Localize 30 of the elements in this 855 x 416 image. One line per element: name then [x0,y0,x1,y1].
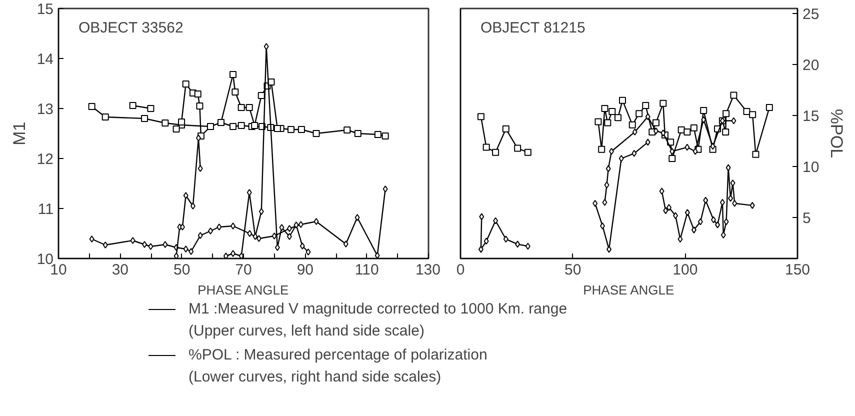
y2-axis-title: %POL [827,108,846,158]
x-tick-label: 100 [672,262,698,278]
text: OBJECT 81215 [480,20,586,36]
y-tick-label: 15 [36,1,54,18]
y-tick-label: 13 [36,101,54,118]
x-axis-title: PHASE ANGLE [198,282,289,298]
y2-tick-label: 5 [802,210,811,228]
text: (Lower curves, right hand side scales) [188,368,442,386]
text: %POL : Measured percentage of polarization [188,346,488,364]
y2-tick-label: 25 [802,6,820,24]
x-tick-label: 30 [112,262,129,278]
y2-tick-label: 10 [802,159,820,176]
x-axis-title: PHASE ANGLE [583,282,674,298]
x-tick-label: 90 [296,262,314,278]
y-tick-label: 12 [36,151,54,168]
y2-tick-label: 15 [802,108,820,126]
x-tick-label: 0 [456,262,465,278]
text: (Upper curves, left hand side scale) [188,322,424,340]
x-tick-label: 150 [784,262,810,278]
text: OBJECT 33562 [78,20,184,36]
x-tick-label: 130 [415,262,441,278]
x-tick-label: 50 [564,262,582,278]
y-tick-label: 11 [38,201,54,218]
y-axis-title: M1 [10,122,29,146]
x-tick-label: 70 [235,262,252,278]
x-tick-label: 110 [354,262,379,278]
x-tick-label: 50 [173,262,190,278]
y-tick-label: 14 [36,51,54,68]
y2-tick-label: 20 [802,57,820,74]
text: M1 :Measured V magnitude corrected to 1000 Km. range [188,300,568,318]
